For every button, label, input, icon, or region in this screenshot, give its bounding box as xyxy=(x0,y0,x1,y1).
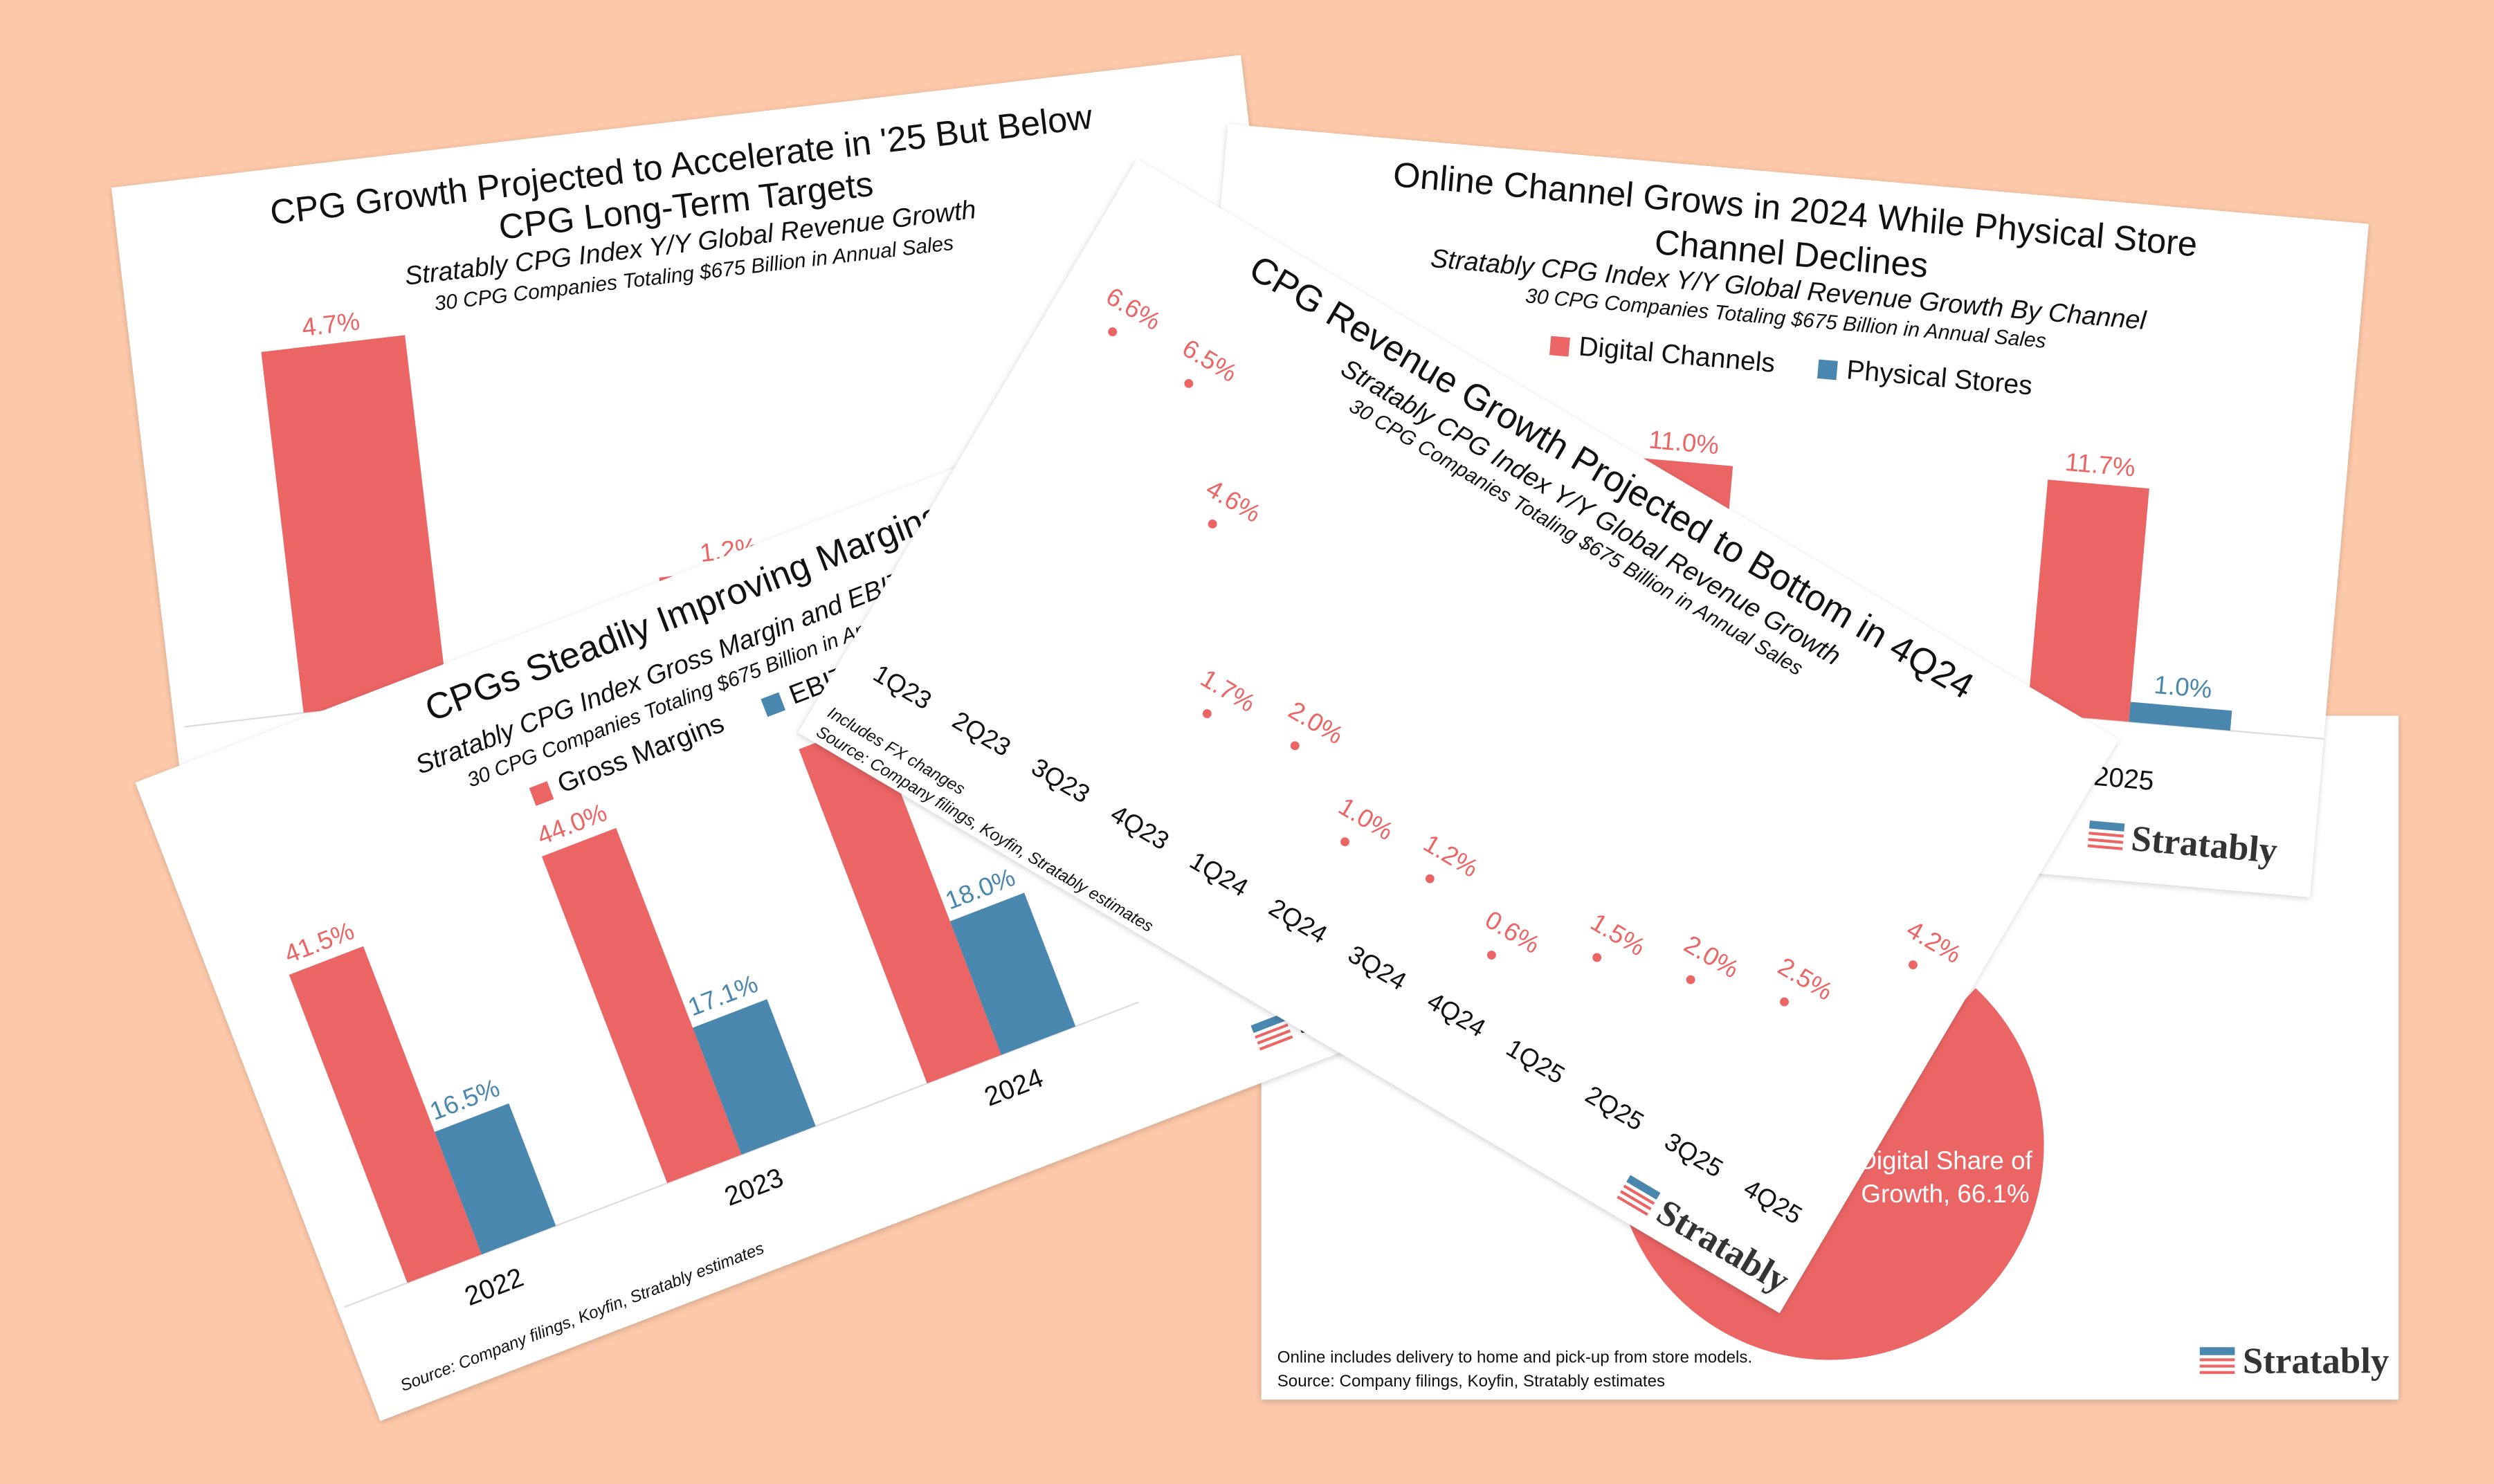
legend-label: Digital Channels xyxy=(1578,331,1776,378)
bar xyxy=(693,999,816,1155)
legend-swatch xyxy=(1549,336,1570,357)
x-tick-label: 4Q23 xyxy=(1106,799,1174,855)
footnote: Online includes delivery to home and pic… xyxy=(1277,1348,1752,1367)
data-label: 11.7% xyxy=(2064,448,2137,482)
x-tick-label: 3Q23 xyxy=(1027,753,1095,809)
data-label: 11.0% xyxy=(1648,425,1720,460)
legend-swatch xyxy=(761,692,786,717)
x-tick-label: 2022 xyxy=(461,1263,528,1312)
bar xyxy=(799,720,1001,1083)
bar xyxy=(261,335,448,713)
legend-swatch xyxy=(1817,359,1838,381)
bar xyxy=(434,1103,556,1255)
point xyxy=(1909,960,1918,970)
x-tick-label: 1Q24 xyxy=(1185,846,1253,902)
logo-icon xyxy=(2088,832,2124,838)
point xyxy=(1202,709,1212,719)
x-tick-label: 3Q24 xyxy=(1343,940,1411,996)
x-tick-label: 2025 xyxy=(2093,762,2155,796)
logo-icon xyxy=(1623,1184,1655,1205)
data-label: 1.0% xyxy=(2153,670,2213,704)
logo-icon xyxy=(2088,821,2125,832)
logo-icon xyxy=(2199,1364,2235,1368)
bar xyxy=(541,827,742,1184)
logo-icon xyxy=(1617,1196,1648,1216)
logo-icon xyxy=(1255,1023,1289,1039)
logo-icon xyxy=(2199,1347,2235,1355)
logo: Stratably xyxy=(2243,1341,2389,1382)
x-tick-label: 3Q25 xyxy=(1660,1127,1728,1183)
x-tick-label: 1Q23 xyxy=(868,659,936,715)
x-tick-label: 4Q24 xyxy=(1423,987,1491,1043)
x-tick-label: 2Q25 xyxy=(1581,1080,1648,1136)
point xyxy=(1108,327,1118,337)
logo: Stratably xyxy=(2130,818,2279,871)
point xyxy=(1780,997,1789,1007)
bar xyxy=(2129,702,2232,731)
chart-card: CPGs Steadily Improving Margins Stratably… xyxy=(135,372,1450,1422)
logo-icon xyxy=(1626,1175,1661,1200)
point xyxy=(1486,951,1496,960)
footnote: Source: Company filings, Koyfin, Stratab… xyxy=(1277,1372,1665,1391)
data-label: 4.7% xyxy=(300,306,361,342)
logo-icon xyxy=(1257,1029,1291,1045)
logo-icon xyxy=(2199,1371,2235,1374)
x-tick-label: 2Q24 xyxy=(1264,893,1332,949)
chart: CPGs Steadily Improving MarginsStratably… xyxy=(280,495,1439,1395)
point xyxy=(1425,874,1435,883)
point xyxy=(1184,378,1194,388)
x-tick-label: 2024 xyxy=(981,1063,1048,1112)
bar xyxy=(289,946,482,1283)
x-tick-label: 1Q25 xyxy=(1502,1033,1569,1089)
point xyxy=(1208,519,1217,529)
legend-swatch xyxy=(529,781,554,806)
logo-icon xyxy=(2087,844,2123,850)
point xyxy=(1686,975,1695,984)
logo-icon xyxy=(2088,838,2124,844)
point xyxy=(1340,837,1350,847)
slice-label: Digital Share of Growth, 66.1% xyxy=(1858,1148,2032,1209)
logo-icon xyxy=(1620,1190,1652,1211)
logo-icon xyxy=(1259,1035,1293,1051)
logo-icon xyxy=(2199,1358,2235,1362)
point xyxy=(1290,741,1300,751)
point xyxy=(1592,953,1602,962)
bar xyxy=(2027,479,2149,722)
x-tick-label: 2Q23 xyxy=(947,706,1015,762)
x-tick-label: 4Q25 xyxy=(1739,1173,1807,1229)
logo-icon xyxy=(1250,1013,1286,1034)
legend-label: Physical Stores xyxy=(1846,355,2034,401)
x-tick-label: 2023 xyxy=(720,1163,788,1212)
bar xyxy=(949,892,1076,1055)
